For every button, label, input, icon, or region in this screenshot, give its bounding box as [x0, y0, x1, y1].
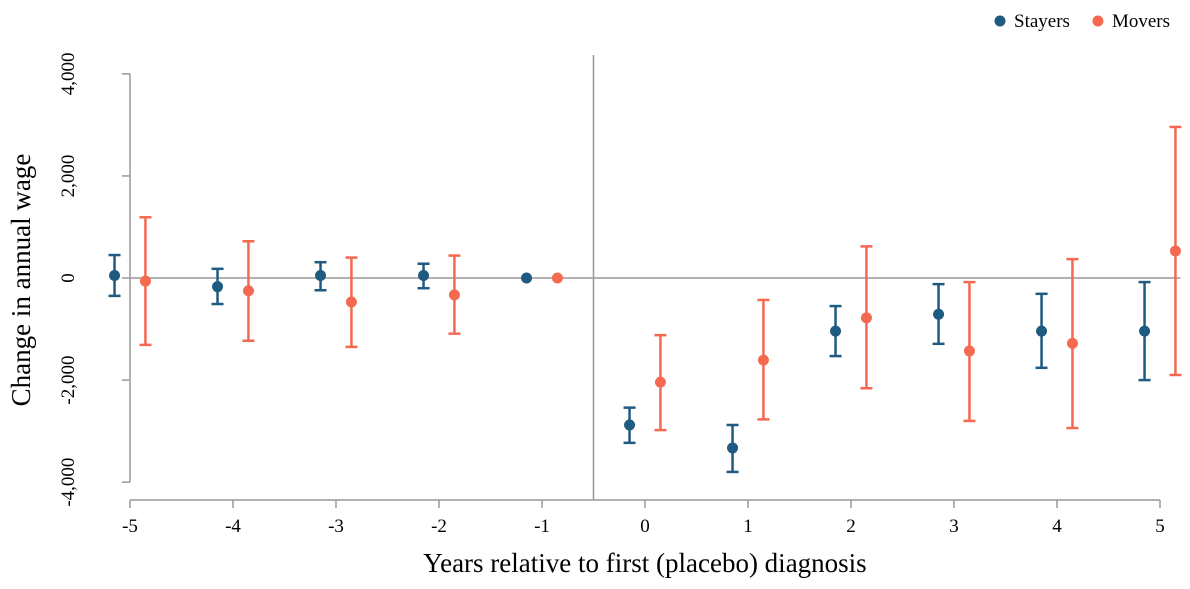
point — [727, 442, 739, 454]
point — [418, 269, 430, 281]
x-axis-title: Years relative to first (placebo) diagno… — [423, 548, 866, 578]
point — [212, 281, 224, 293]
point — [242, 285, 254, 297]
x-tick-label: 3 — [949, 516, 959, 537]
point — [1066, 337, 1078, 349]
point — [933, 308, 945, 320]
point — [860, 312, 872, 324]
x-tick-label: -4 — [225, 516, 241, 537]
x-tick-label: 4 — [1052, 516, 1062, 537]
legend-label: Stayers — [1014, 11, 1070, 32]
point — [551, 272, 563, 284]
y-tick-label: -4,000 — [58, 458, 79, 507]
y-tick-label: 2,000 — [58, 155, 79, 198]
point — [448, 289, 460, 301]
point — [757, 354, 769, 366]
point — [654, 376, 666, 388]
point — [521, 272, 533, 284]
point — [624, 419, 636, 431]
y-tick-label: -2,000 — [58, 356, 79, 405]
legend-label: Movers — [1112, 11, 1170, 32]
point — [139, 275, 151, 287]
y-tick-label: 4,000 — [58, 53, 79, 96]
x-tick-label: 5 — [1155, 516, 1165, 537]
point — [345, 296, 357, 308]
x-tick-label: -1 — [534, 516, 550, 537]
legend-marker — [1092, 15, 1104, 27]
x-tick-label: -3 — [328, 516, 344, 537]
y-axis-title: Change in annual wage — [6, 154, 36, 407]
x-tick-label: 1 — [743, 516, 753, 537]
legend-marker — [994, 15, 1006, 27]
x-tick-label: 0 — [640, 516, 650, 537]
point — [315, 269, 327, 281]
point — [1139, 325, 1151, 337]
point — [1036, 325, 1048, 337]
x-tick-label: -2 — [431, 516, 447, 537]
x-tick-label: -5 — [122, 516, 138, 537]
point — [109, 269, 121, 281]
x-tick-label: 2 — [846, 516, 856, 537]
point — [830, 325, 842, 337]
point — [963, 345, 975, 357]
point — [1169, 245, 1181, 257]
y-tick-label: 0 — [58, 273, 79, 283]
